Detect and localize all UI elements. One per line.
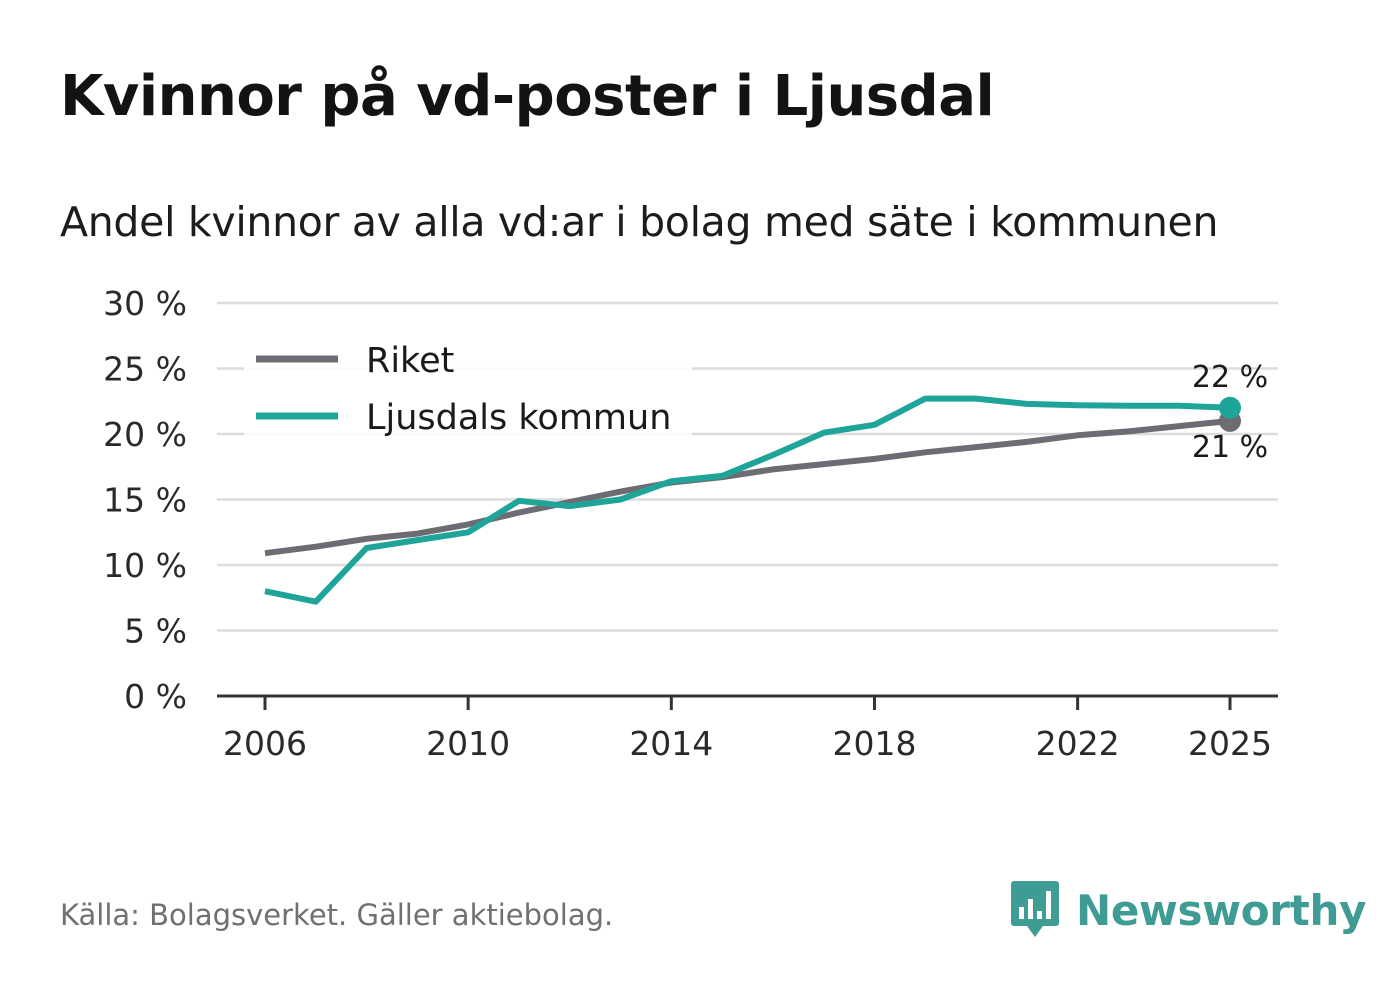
chart-title: Kvinnor på vd-poster i Ljusdal	[60, 64, 995, 129]
end-label-kommun: 22 %	[1192, 360, 1268, 395]
x-tick-label: 2010	[426, 724, 510, 763]
newsworthy-logo-icon	[1011, 881, 1059, 937]
series-line-kommun	[264, 395, 1231, 605]
legend-box	[244, 330, 692, 444]
y-tick-label: 0 %	[124, 677, 187, 716]
y-tick-label: 30 %	[103, 284, 187, 323]
y-tick-label: 25 %	[103, 350, 187, 389]
brand-logo[interactable]: Newsworthy	[1010, 878, 1366, 942]
brand-name: Newsworthy	[1076, 885, 1367, 935]
x-tick-label: 2022	[1036, 724, 1120, 763]
y-tick-label: 5 %	[124, 612, 187, 651]
y-tick-label: 20 %	[103, 415, 187, 454]
y-tick-label: 15 %	[103, 481, 187, 520]
x-tick-label: 2006	[223, 724, 307, 763]
y-tick-label: 10 %	[103, 546, 187, 585]
x-tick-label: 2014	[629, 724, 713, 763]
end-label-riket: 21 %	[1192, 430, 1268, 465]
legend-label[interactable]: Riket	[366, 341, 454, 381]
source-note: Källa: Bolagsverket. Gäller aktiebolag.	[60, 898, 614, 932]
chart-subtitle: Andel kvinnor av alla vd:ar i bolag med …	[60, 198, 1219, 246]
x-tick-label: 2025	[1188, 724, 1272, 763]
x-tick-label: 2018	[832, 724, 916, 763]
legend-label[interactable]: Ljusdals kommun	[366, 398, 671, 438]
series-line-riket	[264, 417, 1231, 557]
data-point	[1219, 396, 1241, 419]
